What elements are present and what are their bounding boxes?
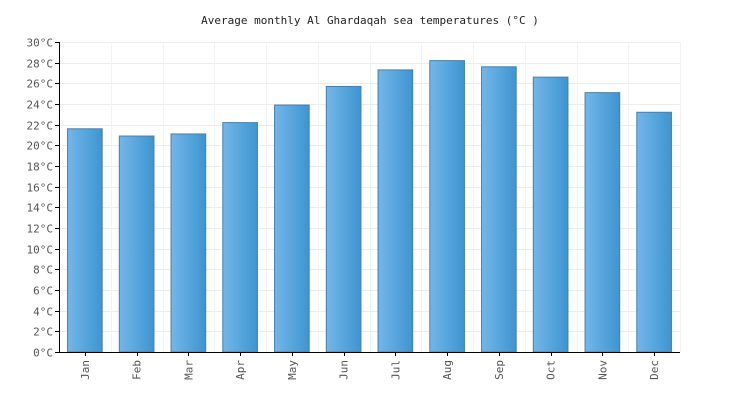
x-tick-label: Mar bbox=[182, 360, 195, 380]
x-tick-label: Jun bbox=[338, 360, 351, 380]
axis-layer: 0°C 2°C 4°C 6°C 8°C 10°C 12°C 14°C 16°C 18°C 20°C 2… bbox=[27, 37, 680, 380]
bar-oct bbox=[532, 76, 569, 353]
y-tick-label: 22°C bbox=[27, 120, 54, 133]
chart-title: Average monthly Al Ghardaqah sea tempera… bbox=[201, 14, 539, 27]
y-tick-label: 20°C bbox=[27, 140, 54, 153]
x-tick-label: Feb bbox=[131, 360, 144, 380]
y-tick-label: 12°C bbox=[27, 223, 54, 236]
x-tick-label: Jul bbox=[389, 360, 402, 380]
bar-dec bbox=[636, 111, 672, 353]
bar-nov bbox=[584, 92, 621, 353]
y-tick-label: 24°C bbox=[27, 99, 54, 112]
bar-sep bbox=[481, 66, 517, 353]
y-tick-label: 6°C bbox=[33, 285, 53, 298]
x-tick-label: Sep bbox=[493, 360, 506, 380]
bar-apr bbox=[222, 122, 258, 353]
bar-layer bbox=[67, 60, 672, 353]
bar-mar bbox=[170, 133, 207, 353]
y-tick-label: 10°C bbox=[27, 244, 54, 257]
bar-aug bbox=[429, 60, 465, 353]
y-tick-label: 8°C bbox=[33, 264, 53, 277]
y-tick-label: 0°C bbox=[33, 347, 53, 360]
x-tick-label: Dec bbox=[648, 360, 661, 380]
y-tick-label: 30°C bbox=[27, 37, 54, 50]
bar-may bbox=[274, 104, 310, 353]
bar-jan bbox=[67, 128, 103, 353]
bar-jul bbox=[377, 69, 414, 353]
bar-feb bbox=[118, 135, 155, 353]
x-tick-label: Nov bbox=[596, 360, 609, 380]
x-tick-label: Oct bbox=[545, 360, 558, 380]
y-tick-label: 28°C bbox=[27, 58, 54, 71]
y-tick-label: 2°C bbox=[33, 326, 53, 339]
x-tick-label: Aug bbox=[441, 360, 454, 380]
y-tick-label: 26°C bbox=[27, 78, 54, 91]
x-tick-label: Apr bbox=[234, 360, 247, 380]
x-tick-label: May bbox=[286, 360, 299, 380]
y-tick-label: 16°C bbox=[27, 182, 54, 195]
x-tick-label: Jan bbox=[79, 360, 92, 380]
y-tick-label: 14°C bbox=[27, 202, 54, 215]
y-tick-label: 18°C bbox=[27, 161, 54, 174]
grid-layer bbox=[59, 42, 681, 352]
y-tick-label: 4°C bbox=[33, 306, 53, 319]
bar-jun bbox=[325, 85, 362, 353]
